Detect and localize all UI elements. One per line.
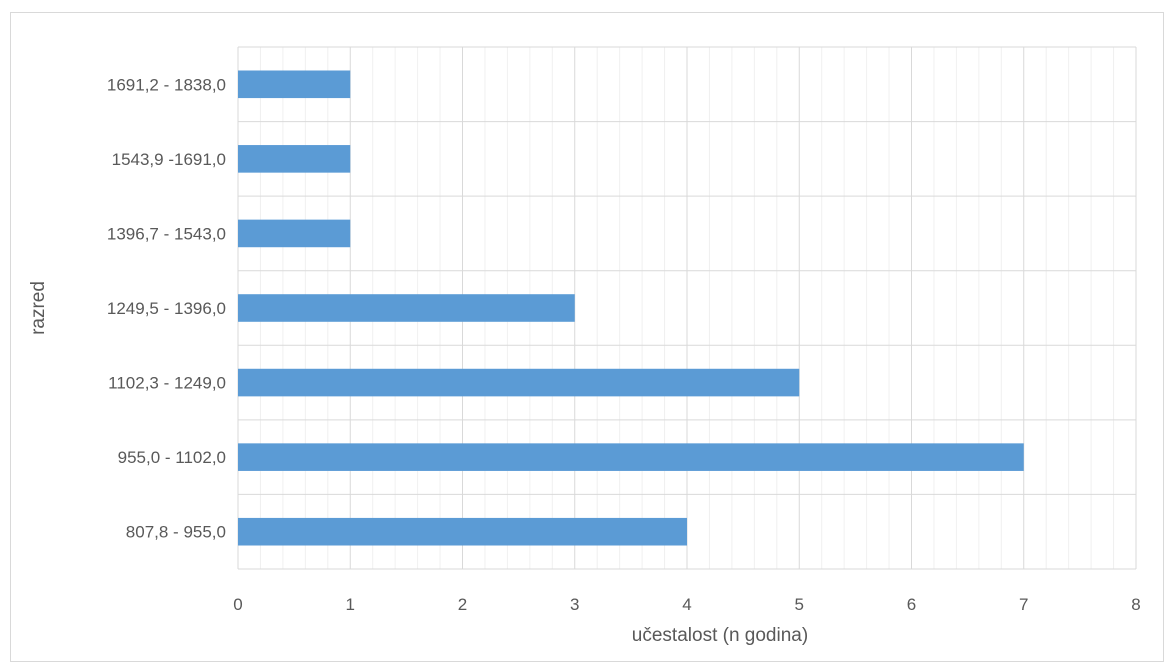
y-tick-label: 1102,3 - 1249,0 <box>108 374 226 393</box>
x-tick-label: 7 <box>1019 595 1028 614</box>
bar <box>238 294 575 322</box>
y-tick-labels: 807,8 - 955,0 955,0 - 1102,0 1102,3 - 1249… <box>107 75 226 541</box>
bar <box>238 70 351 99</box>
x-tick-label: 8 <box>1131 595 1140 614</box>
x-tick-label: 0 <box>233 595 242 614</box>
bar <box>238 517 687 546</box>
bar <box>238 219 351 248</box>
x-tick-label: 3 <box>570 595 579 614</box>
x-tick-label: 2 <box>458 595 467 614</box>
y-tick-label: 807,8 - 955,0 <box>126 523 226 542</box>
x-tick-label: 1 <box>346 595 355 614</box>
y-tick-label: 955,0 - 1102,0 <box>118 448 226 467</box>
y-tick-label: 1249,5 - 1396,0 <box>107 299 226 318</box>
grid-lines <box>237 46 1137 570</box>
bar <box>238 145 351 173</box>
x-tick-label: 5 <box>795 595 804 614</box>
y-tick-label: 1543,9 -1691,0 <box>112 150 226 169</box>
frequency-bar-chart: 0 1 2 3 4 5 6 7 8 807,8 - 955,0 955,0 - 1102,0 110… <box>28 46 1141 646</box>
x-tick-label: 4 <box>682 595 691 614</box>
x-tick-labels: 0 1 2 3 4 5 6 7 8 <box>233 595 1140 614</box>
y-tick-label: 1396,7 - 1543,0 <box>107 224 226 243</box>
y-tick-label: 1691,2 - 1838,0 <box>107 75 226 94</box>
x-tick-label: 6 <box>907 595 916 614</box>
y-axis-title: razred <box>28 281 49 335</box>
x-axis-title: učestalost (n godina) <box>632 625 808 646</box>
bar <box>238 443 1024 471</box>
bars <box>238 70 1024 546</box>
bar <box>238 368 800 397</box>
